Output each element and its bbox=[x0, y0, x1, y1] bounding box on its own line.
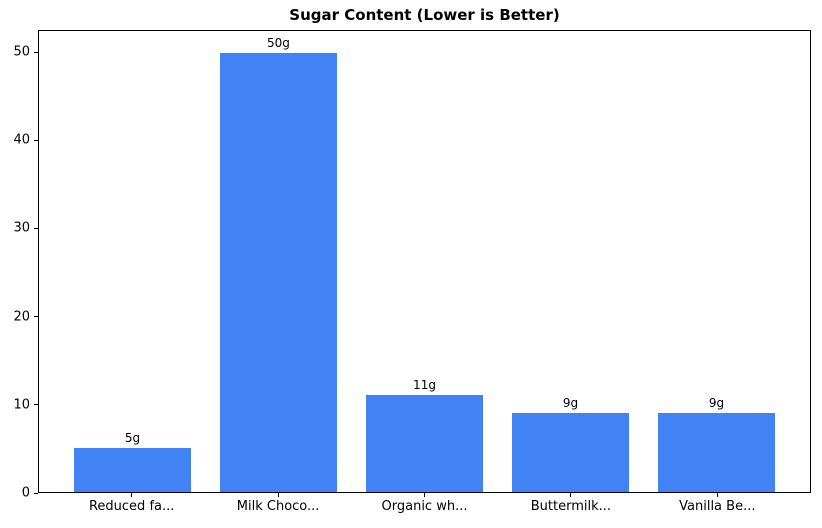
bar bbox=[220, 52, 337, 492]
x-axis-tick-label: Milk Choco... bbox=[236, 499, 320, 514]
y-axis-tick-mark bbox=[34, 316, 38, 318]
y-axis-tick-mark bbox=[34, 139, 38, 141]
x-axis-tick-mark bbox=[277, 493, 279, 497]
y-axis-tick-label: 10 bbox=[13, 397, 30, 413]
x-axis-tick-label: Vanilla Be... bbox=[679, 499, 756, 514]
x-axis-tick-mark bbox=[131, 493, 133, 497]
x-axis-tick-label: Organic wh... bbox=[381, 499, 468, 514]
y-axis-tick-label: 50 bbox=[13, 44, 30, 60]
y-axis-tick-mark bbox=[34, 492, 38, 494]
bar-value-label: 9g bbox=[708, 395, 725, 410]
bar bbox=[512, 412, 629, 492]
y-axis-tick-label: 20 bbox=[13, 309, 30, 325]
chart-title: Sugar Content (Lower is Better) bbox=[289, 6, 560, 24]
y-axis-tick-mark bbox=[34, 51, 38, 53]
x-axis-tick-label: Reduced fa... bbox=[88, 499, 175, 514]
bar bbox=[366, 395, 483, 492]
x-axis-tick-mark bbox=[424, 493, 425, 497]
y-axis-tick-mark bbox=[34, 227, 38, 229]
bar-value-label: 9g bbox=[562, 395, 579, 410]
bar-value-label: 50g bbox=[267, 35, 290, 50]
x-axis-tick-mark bbox=[716, 493, 718, 497]
y-axis-tick-mark bbox=[34, 404, 38, 406]
bar bbox=[74, 448, 191, 492]
y-axis-tick-label: 40 bbox=[13, 132, 30, 148]
y-axis-tick-label: 30 bbox=[13, 220, 30, 236]
plot-area: 5g 50g 11g 9g 9g bbox=[38, 30, 811, 493]
x-axis-tick-label: Buttermilk... bbox=[530, 499, 612, 514]
x-axis-tick-mark bbox=[570, 493, 572, 497]
bar bbox=[658, 412, 775, 492]
bar-value-label: 11g bbox=[413, 378, 436, 393]
y-axis-tick-label: 0 bbox=[21, 485, 30, 501]
bar-value-label: 5g bbox=[124, 431, 141, 446]
